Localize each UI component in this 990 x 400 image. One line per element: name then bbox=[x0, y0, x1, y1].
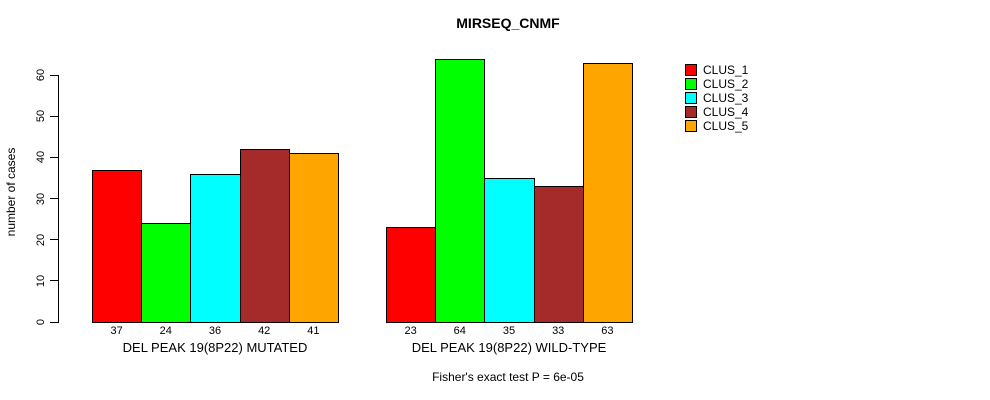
bar-clus_2 bbox=[435, 58, 486, 323]
bar-clus_2 bbox=[141, 223, 192, 323]
legend-color-swatch bbox=[685, 106, 697, 118]
bar-value-label: 36 bbox=[208, 325, 222, 337]
y-axis-tick bbox=[50, 115, 58, 117]
legend-item-clus_4: CLUS_4 bbox=[685, 105, 749, 119]
bar-clus_5 bbox=[582, 62, 633, 323]
legend-item-clus_2: CLUS_2 bbox=[685, 77, 749, 91]
y-axis-tick bbox=[50, 74, 58, 76]
legend-item-clus_1: CLUS_1 bbox=[685, 63, 749, 77]
fisher-test-annotation: Fisher's exact test P = 6e-05 bbox=[432, 370, 584, 384]
y-axis-tick-label: 60 bbox=[35, 68, 47, 82]
bar-value-label: 37 bbox=[110, 325, 123, 337]
y-axis-tick bbox=[50, 198, 58, 199]
y-axis-tick-label: 10 bbox=[35, 274, 47, 287]
legend-color-swatch bbox=[685, 78, 697, 90]
y-axis-tick bbox=[50, 280, 58, 282]
y-axis-tick-label: 40 bbox=[35, 151, 47, 164]
legend-label: CLUS_2 bbox=[703, 77, 749, 91]
legend: CLUS_1 CLUS_2 CLUS_3 CLUS_4 CLUS_5 bbox=[685, 63, 749, 133]
legend-color-swatch bbox=[685, 92, 697, 104]
legend-color-swatch bbox=[685, 120, 697, 132]
bar-value-label: 42 bbox=[258, 325, 271, 337]
legend-label: CLUS_1 bbox=[703, 63, 749, 77]
legend-label: CLUS_4 bbox=[703, 105, 749, 119]
y-axis-tick bbox=[50, 239, 58, 241]
bar-clus_5 bbox=[288, 153, 339, 323]
bar-clus_1 bbox=[92, 169, 143, 323]
y-axis-tick-label: 20 bbox=[35, 233, 47, 246]
legend-label: CLUS_3 bbox=[703, 91, 749, 105]
bar-value-label: 35 bbox=[502, 325, 516, 337]
bar-clus_4 bbox=[239, 149, 290, 323]
bar-value-label: 41 bbox=[307, 325, 320, 337]
y-axis-tick-label: 30 bbox=[35, 192, 47, 205]
legend-color-swatch bbox=[685, 64, 697, 76]
bar-clus_1 bbox=[386, 227, 437, 323]
bar-value-label: 33 bbox=[552, 325, 565, 337]
bar-value-label: 23 bbox=[404, 325, 417, 337]
bar-clus_4 bbox=[533, 186, 584, 323]
y-axis-tick bbox=[50, 156, 58, 158]
legend-item-clus_5: CLUS_5 bbox=[685, 119, 749, 133]
bar-value-label: 24 bbox=[159, 325, 172, 337]
group-label: DEL PEAK 19(8P22) MUTATED bbox=[122, 340, 308, 355]
legend-label: CLUS_5 bbox=[703, 119, 749, 133]
y-axis-tick-label: 0 bbox=[35, 318, 47, 326]
y-axis-tick bbox=[50, 321, 58, 323]
legend-item-clus_3: CLUS_3 bbox=[685, 91, 749, 105]
bar-value-label: 64 bbox=[453, 325, 466, 337]
bar-clus_3 bbox=[484, 177, 535, 323]
bar-clus_3 bbox=[190, 173, 241, 323]
bar-value-label: 63 bbox=[601, 325, 614, 337]
group-label: DEL PEAK 19(8P22) WILD-TYPE bbox=[411, 340, 607, 355]
chart-title: MIRSEQ_CNMF bbox=[456, 15, 560, 31]
y-axis-line bbox=[58, 75, 59, 323]
y-axis-tick-label: 50 bbox=[35, 110, 47, 123]
